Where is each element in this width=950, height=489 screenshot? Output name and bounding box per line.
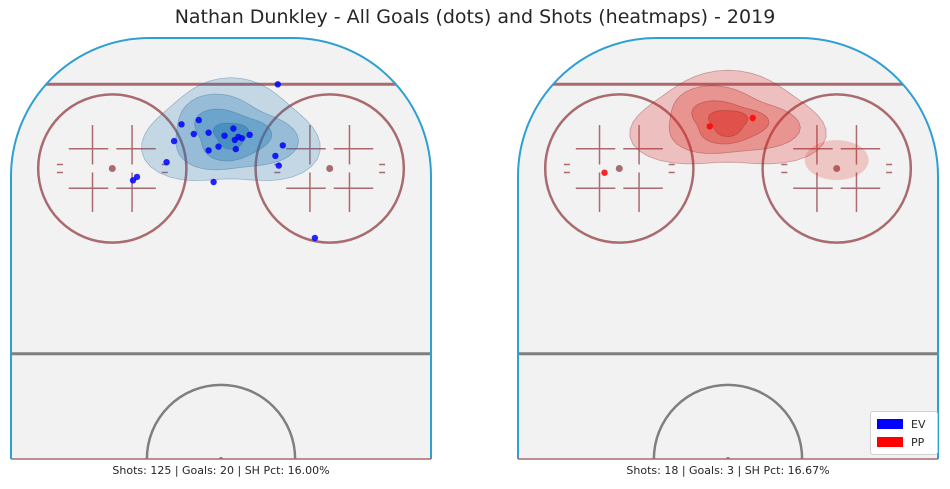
goal-dot-11 (246, 131, 253, 138)
rink-markings (518, 69, 938, 459)
heatmap-level-3 (194, 108, 273, 162)
goal-dot-5 (230, 125, 237, 132)
faceoff-circle-right (254, 93, 406, 244)
faceoff-dot-left (615, 165, 623, 173)
goal-dot-23 (311, 234, 319, 242)
goal-dot-20 (210, 178, 217, 186)
goal-dot-16 (232, 145, 239, 153)
goal-dot-22 (129, 177, 137, 184)
heatmap-level-2 (668, 85, 801, 154)
rink-panel-ev (10, 37, 432, 460)
faceoff-circle-right (761, 93, 913, 244)
center-ice-dot (219, 457, 223, 459)
goal-dot-2 (749, 114, 756, 122)
rink-boards (517, 37, 939, 459)
goal-dot-2 (195, 116, 202, 124)
heatmap-level-4 (212, 122, 250, 150)
goal-dot-10 (170, 137, 178, 145)
legend-label-pp: PP (911, 435, 925, 449)
faceoff-dot-left (108, 165, 116, 173)
goal-dot-19 (275, 162, 282, 169)
faceoff-dot-right (833, 165, 841, 173)
caption-ev-stats: Shots: 125 | Goals: 20 | SH Pct: 16.00% (112, 464, 330, 477)
faceoff-circle-left (36, 93, 188, 244)
goal-dot-9 (221, 132, 228, 139)
legend: EV PP (870, 411, 938, 455)
goal-dot-1 (706, 123, 713, 130)
rink-panel-pp (517, 37, 939, 460)
goal-dot-13 (279, 142, 286, 149)
legend-label-ev: EV (911, 417, 926, 431)
goal-dot-3 (601, 169, 608, 176)
faceoff-circle-left (543, 93, 695, 244)
heatmap-level-4 (708, 110, 749, 138)
legend-swatch-pp (877, 437, 903, 447)
legend-item-ev: EV (877, 417, 925, 431)
goal-dot-18 (163, 159, 170, 166)
faceoff-dot-right (326, 165, 334, 173)
shot-heatmap (629, 69, 869, 181)
goal-dot-1 (274, 81, 281, 88)
heatmap-level-1 (629, 69, 827, 165)
center-ice-circle (145, 383, 297, 459)
goal-dot-14 (215, 143, 222, 150)
goal-dot-15 (205, 147, 212, 154)
legend-swatch-ev (877, 419, 903, 429)
caption-pp-stats: Shots: 18 | Goals: 3 | SH Pct: 16.67% (626, 464, 830, 477)
rink-boards (10, 37, 432, 459)
legend-item-pp: PP (877, 435, 924, 449)
heatmap-level-3 (691, 100, 770, 145)
chart-title: Nathan Dunkley - All Goals (dots) and Sh… (174, 6, 776, 28)
goal-dot-7 (238, 135, 245, 142)
center-ice-circle (652, 383, 804, 459)
goal-dot-12 (190, 130, 197, 138)
goal-dot-8 (231, 136, 238, 144)
goal-dot-17 (272, 152, 279, 160)
goal-dot-4 (205, 129, 212, 136)
goal-dot-3 (178, 121, 185, 128)
center-ice-dot (726, 457, 730, 459)
heatmap-secondary-lobe (804, 140, 869, 181)
